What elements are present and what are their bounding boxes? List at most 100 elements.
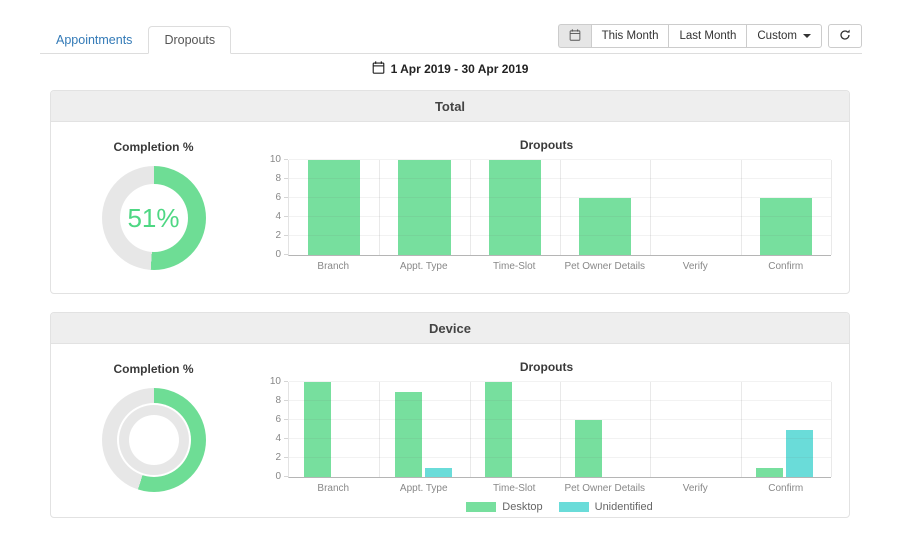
bar-desktop-0 xyxy=(304,382,332,477)
completion-title: Completion % xyxy=(113,362,194,376)
y-axis-label: 10 xyxy=(269,376,281,387)
bar-total-2 xyxy=(488,160,542,255)
panel-device: Device Completion % Dropouts 0 2 4 6 8 10 Bra… xyxy=(50,312,850,518)
legend-item-unidentified[interactable]: Unidentified xyxy=(558,501,653,513)
completion-title: Completion % xyxy=(113,140,194,154)
grid-vline xyxy=(831,160,832,255)
panel-total: Total Completion % 51% Dropouts 0 2 4 6 8 10 … xyxy=(50,90,850,294)
grid-hline xyxy=(289,457,831,458)
grid-vline xyxy=(740,160,742,255)
grid-hline xyxy=(289,381,831,382)
this-month-button[interactable]: This Month xyxy=(590,24,669,48)
tab-bar: Appointments Dropouts This Month Last Mo… xyxy=(40,24,862,54)
dropouts-title: Dropouts xyxy=(519,138,574,152)
last-month-button[interactable]: Last Month xyxy=(668,24,747,48)
y-axis-tick xyxy=(284,419,288,420)
grid-vline xyxy=(379,382,381,477)
total-dropouts-chart: 0 2 4 6 8 10 Branch Appt. Type Time-Slot Pet Own… xyxy=(270,155,832,272)
grid-vline xyxy=(379,160,381,255)
total-completion-section: Completion % 51% xyxy=(51,122,256,293)
grid-vline xyxy=(469,382,471,477)
x-axis-label: Confirm xyxy=(768,261,804,272)
y-axis-label: 0 xyxy=(275,471,281,482)
panel-total-title: Total xyxy=(51,91,849,122)
bar-desktop-1 xyxy=(394,391,422,477)
x-axis-label: Pet Owner Details xyxy=(564,261,646,272)
grid-vline xyxy=(650,382,652,477)
legend-item-desktop[interactable]: Desktop xyxy=(466,501,543,513)
y-axis-tick xyxy=(284,216,288,217)
x-axis-label: Verify xyxy=(682,483,708,494)
y-axis-label: 4 xyxy=(275,433,281,444)
total-bar-plot: 0 2 4 6 8 10 xyxy=(270,155,832,260)
bar-unidentified-5 xyxy=(785,429,813,477)
legend-label: Unidentified xyxy=(594,501,653,513)
dropouts-title: Dropouts xyxy=(519,360,574,374)
grid-hline xyxy=(289,216,831,217)
custom-range-label: Custom xyxy=(757,30,797,42)
grid-hline xyxy=(289,159,831,160)
refresh-button[interactable] xyxy=(828,24,862,48)
device-bar-plot: 0 2 4 6 8 10 xyxy=(270,377,832,482)
x-axis-label: Pet Owner Details xyxy=(564,483,646,494)
bar-desktop-2 xyxy=(485,382,513,477)
y-axis-label: 0 xyxy=(275,249,281,260)
y-axis-label: 8 xyxy=(275,173,281,184)
y-axis-label: 8 xyxy=(275,395,281,406)
donut-hole xyxy=(128,415,179,465)
total-x-axis: Branch Appt. Type Time-Slot Pet Owner Detai… xyxy=(288,256,831,272)
device-dropouts-chart: 0 2 4 6 8 10 Branch Appt. Type Time-Slot Pet Own… xyxy=(270,377,832,513)
tab-appointments[interactable]: Appointments xyxy=(56,32,133,47)
device-completion-donut xyxy=(101,388,206,492)
calendar-button[interactable] xyxy=(557,24,591,48)
grid-vline xyxy=(560,160,561,255)
grid-vline xyxy=(740,382,742,477)
y-axis-tick xyxy=(284,400,288,401)
calendar-icon xyxy=(569,28,581,44)
x-axis-label: Appt. Type xyxy=(399,483,448,494)
tab-dropouts[interactable]: Dropouts xyxy=(148,25,232,54)
grid-hline xyxy=(289,197,831,198)
date-range-text: 1 Apr 2019 - 30 Apr 2019 xyxy=(390,62,529,76)
panel-total-body: Completion % 51% Dropouts 0 2 4 6 8 10 Branch… xyxy=(51,122,849,293)
device-x-axis: Branch Appt. Type Time-Slot Pet Owner Detai… xyxy=(288,478,831,494)
y-axis-label: 6 xyxy=(275,414,281,425)
date-filter-toolbar: This Month Last Month Custom xyxy=(557,24,862,48)
device-legend: Desktop Unidentified xyxy=(288,501,831,513)
refresh-icon xyxy=(839,29,851,44)
y-axis-tick xyxy=(284,159,288,160)
total-dropouts-section: Dropouts 0 2 4 6 8 10 Branch Appt. Type Time-Sl… xyxy=(256,122,849,293)
bar-total-5 xyxy=(759,198,813,255)
grid-vline xyxy=(650,160,652,255)
calendar-icon xyxy=(372,61,385,77)
grid-hline xyxy=(289,438,831,439)
y-axis-tick xyxy=(284,254,288,255)
y-axis-label: 2 xyxy=(275,452,281,463)
x-axis-label: Verify xyxy=(682,261,708,272)
bar-total-1 xyxy=(398,160,451,255)
bar-desktop-3 xyxy=(575,420,603,477)
total-completion-donut: 51% xyxy=(101,166,206,270)
grid-hline xyxy=(289,235,831,236)
custom-range-button[interactable]: Custom xyxy=(746,24,822,48)
device-dropouts-section: Dropouts 0 2 4 6 8 10 Branch Appt. Type Time-Sl… xyxy=(256,344,849,517)
bar-desktop-5 xyxy=(756,467,784,477)
x-axis-label: Branch xyxy=(317,261,350,272)
grid-hline xyxy=(289,400,831,401)
y-axis-tick xyxy=(284,178,288,179)
y-axis-tick xyxy=(284,381,288,382)
grid-hline xyxy=(289,178,831,179)
legend-swatch xyxy=(558,502,589,512)
bar-total-0 xyxy=(307,160,361,255)
completion-percent-label: 51% xyxy=(127,202,180,233)
y-axis-label: 6 xyxy=(275,192,281,203)
date-filter-group: This Month Last Month Custom xyxy=(557,24,822,48)
date-range: 1 Apr 2019 - 30 Apr 2019 xyxy=(0,61,900,77)
donut-hole xyxy=(119,184,188,252)
y-axis-tick xyxy=(284,235,288,236)
bar-unidentified-1 xyxy=(424,467,452,477)
y-axis-label: 4 xyxy=(275,211,281,222)
x-axis-label: Time-Slot xyxy=(493,483,536,494)
x-axis-label: Time-Slot xyxy=(493,261,536,272)
